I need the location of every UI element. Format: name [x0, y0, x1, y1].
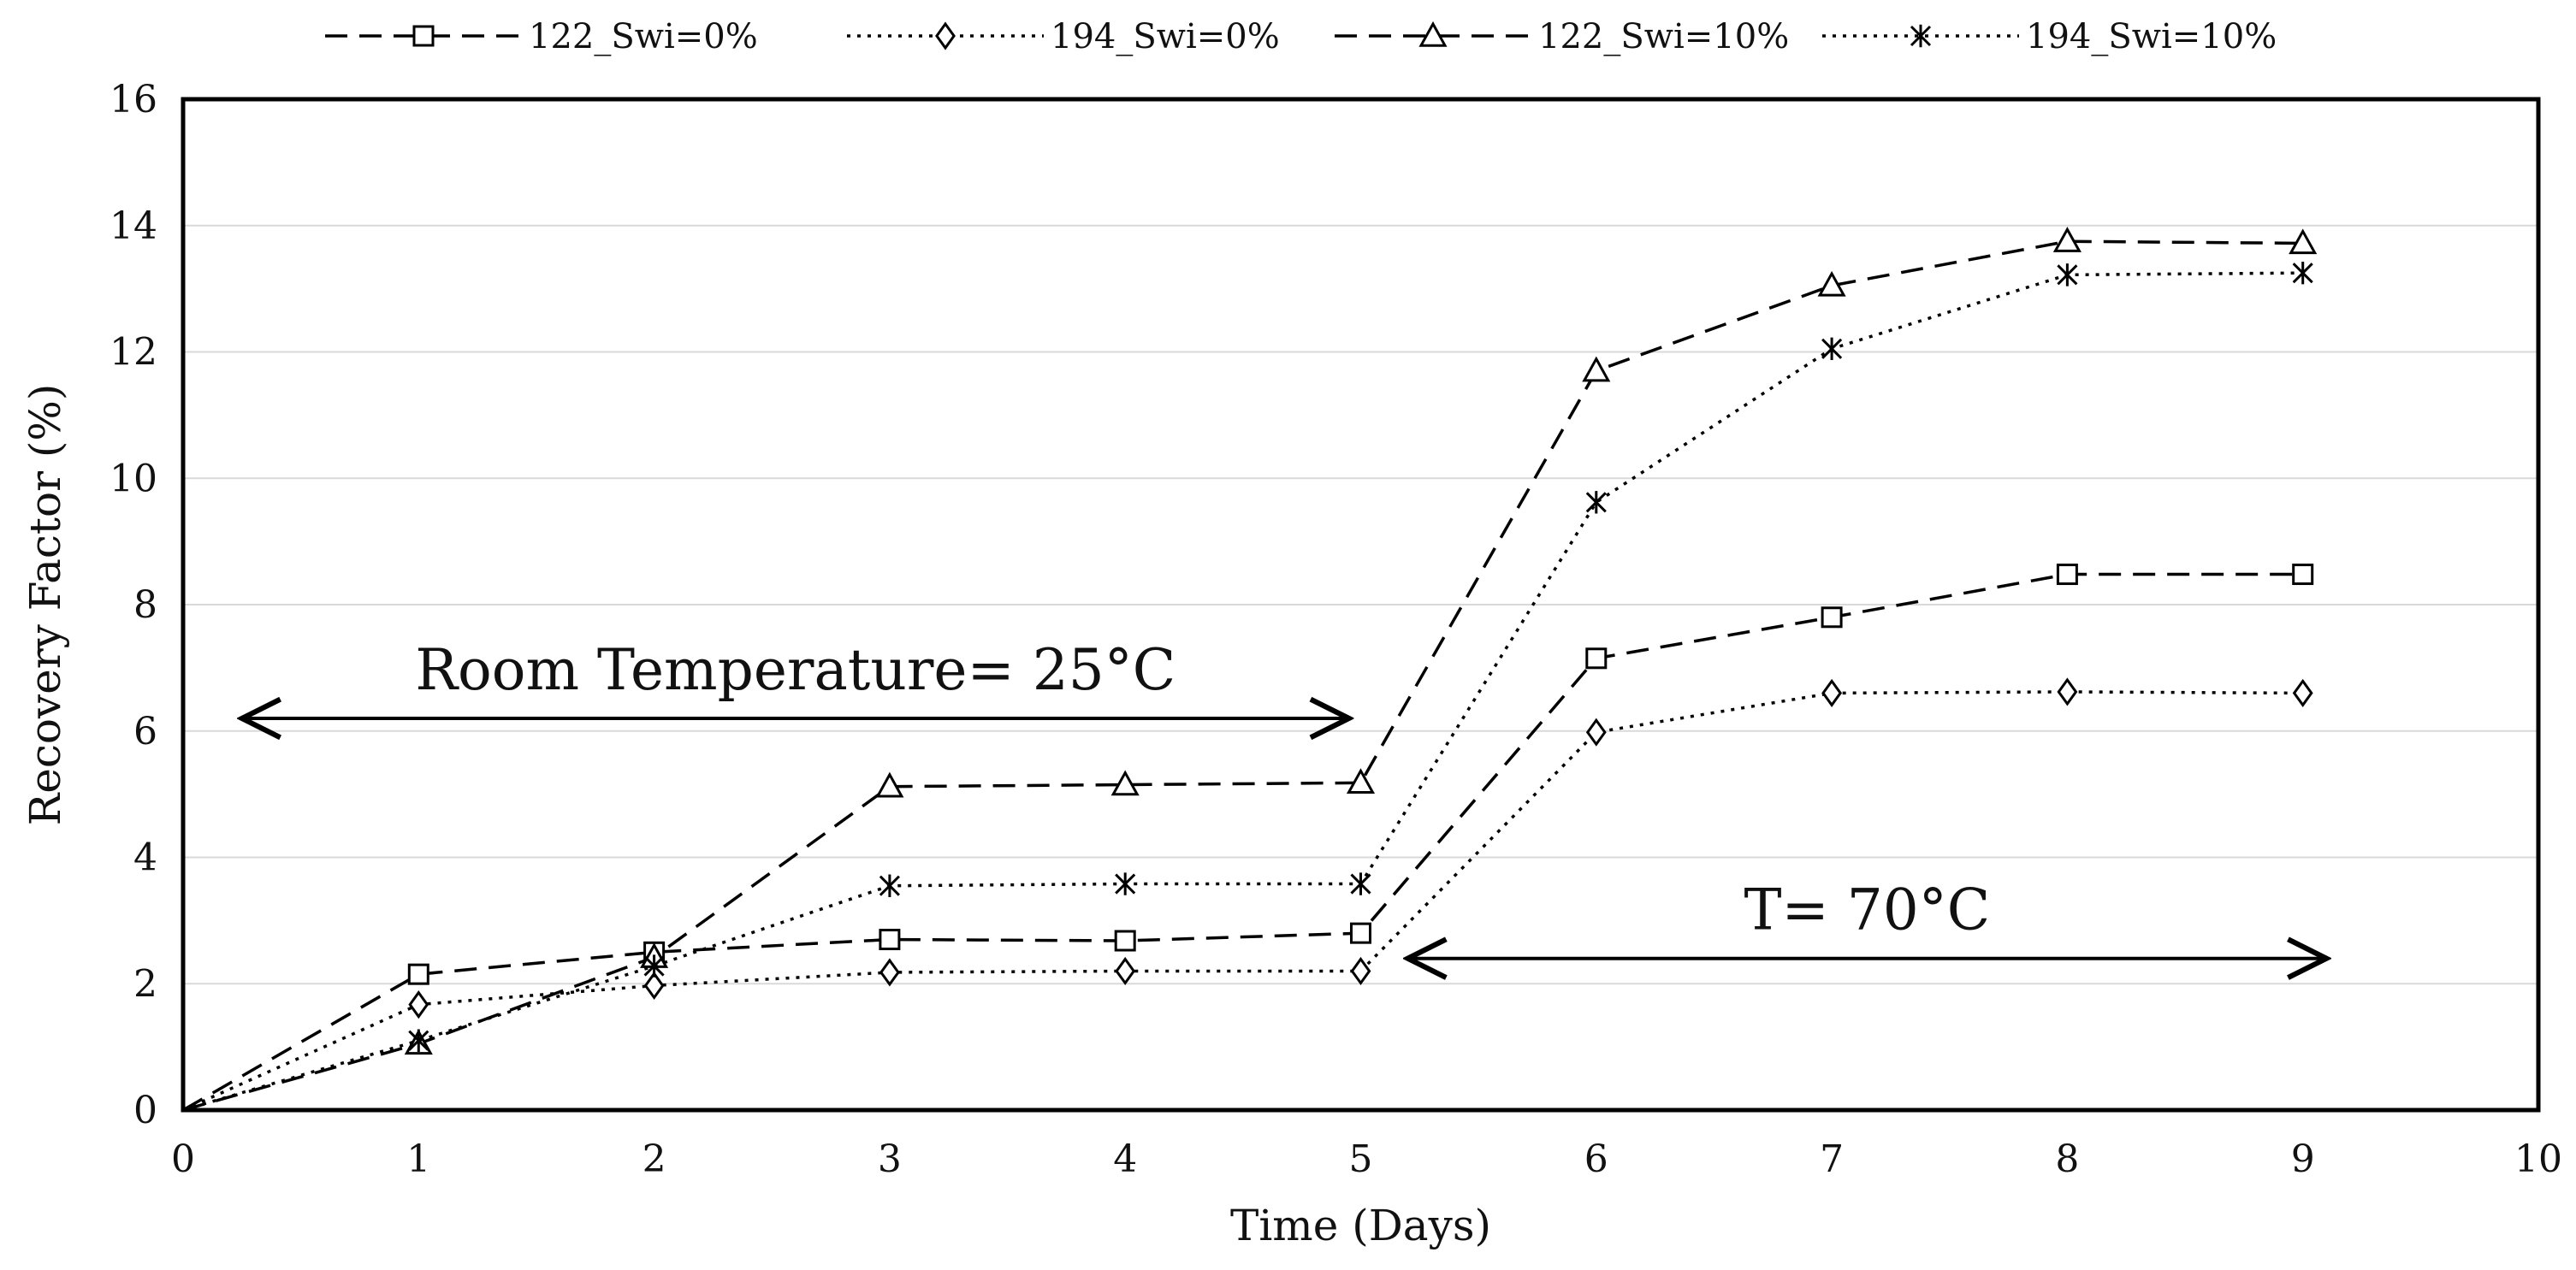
legend-label: 194_Swi=10%	[2026, 17, 2277, 56]
data-point	[2292, 564, 2314, 586]
legend-label: 122_Swi=10%	[1538, 17, 1789, 56]
annotations: Room Temperature= 25°C T= 70°C	[242, 637, 2326, 959]
data-point	[2292, 678, 2313, 707]
x-tick-label: 3	[878, 1137, 902, 1181]
data-point	[1115, 956, 1136, 986]
x-tick-label: 9	[2291, 1137, 2315, 1181]
x-tick-label: 7	[1820, 1137, 1844, 1181]
legend: 122_Swi=0% 194_Swi=0% 122_Swi=10% 194_Swi=1…	[325, 17, 2277, 56]
legend-marker	[412, 25, 435, 47]
data-point	[2057, 263, 2078, 286]
data-point	[1582, 356, 1611, 382]
series-194_Swi=10%	[182, 261, 2313, 1112]
y-tick-label: 6	[133, 710, 157, 753]
y-tick-label: 2	[133, 962, 157, 1006]
data-point	[2052, 227, 2082, 252]
data-point	[1821, 337, 1843, 361]
data-point	[875, 771, 904, 798]
annotation-label: T= 70°C	[1744, 877, 1990, 943]
data-point	[1585, 647, 1608, 670]
y-tick-label: 12	[110, 331, 157, 375]
data-point	[2056, 564, 2078, 586]
data-point	[879, 874, 900, 897]
legend-item-2: 194_Swi=0%	[847, 17, 1280, 56]
data-point	[879, 929, 901, 951]
y-tick-label: 16	[110, 78, 157, 121]
legend-label: 122_Swi=0%	[529, 17, 758, 56]
y-axis-title: Recovery Factor (%)	[21, 384, 70, 826]
annotation-2: T= 70°C	[1408, 877, 2327, 959]
data-point	[1817, 270, 1846, 297]
data-point	[408, 1029, 429, 1052]
data-point	[1110, 770, 1140, 796]
data-point	[407, 963, 429, 985]
x-tick-label: 1	[406, 1137, 430, 1181]
plot-area-frame	[181, 97, 2541, 1113]
series-line-1	[182, 572, 2303, 1112]
y-tick-label: 10	[110, 457, 157, 500]
x-tick-label: 6	[1584, 1137, 1608, 1181]
y-tick-label: 0	[133, 1089, 157, 1132]
x-tick-label: 2	[643, 1137, 666, 1181]
data-point	[1821, 606, 1843, 629]
data-point	[1350, 872, 1371, 895]
data-point	[1346, 768, 1376, 794]
x-tick-label: 5	[1349, 1137, 1373, 1181]
data-point	[2292, 261, 2313, 285]
data-point	[1350, 956, 1371, 986]
legend-item-1: 122_Swi=0%	[325, 17, 758, 56]
data-point	[2289, 228, 2318, 255]
series-line-3	[182, 239, 2303, 1112]
data-point	[643, 954, 665, 978]
legend-label: 194_Swi=0%	[1051, 17, 1280, 56]
series-194_Swi=0%	[182, 677, 2313, 1112]
x-tick-label: 0	[171, 1137, 195, 1181]
x-tick-label: 4	[1113, 1137, 1137, 1181]
data-point	[1114, 930, 1136, 952]
legend-marker	[1418, 21, 1448, 47]
data-point	[643, 971, 665, 1001]
x-tick-label: 8	[2055, 1137, 2079, 1181]
legend-marker	[935, 21, 956, 50]
data-point	[1585, 491, 1607, 514]
x-tick-label: 10	[2514, 1137, 2562, 1181]
data-point	[879, 958, 900, 987]
y-tick-label: 14	[110, 204, 157, 248]
data-point	[1821, 678, 1843, 707]
annotation-1: Room Temperature= 25°C	[242, 637, 1349, 718]
data-point	[1115, 872, 1136, 895]
y-tick-label: 4	[133, 836, 157, 880]
annotation-label: Room Temperature= 25°C	[415, 637, 1175, 703]
legend-item-3: 122_Swi=10%	[1335, 17, 1789, 56]
data-point	[408, 990, 429, 1019]
data-point	[1585, 718, 1607, 747]
series-line-4	[182, 271, 2303, 1112]
data-point	[2057, 677, 2078, 706]
legend-item-4: 194_Swi=10%	[1822, 17, 2277, 56]
data-point	[1350, 922, 1371, 944]
series-lines	[182, 227, 2318, 1112]
legend-marker	[1910, 24, 1932, 48]
gridlines	[183, 224, 2538, 985]
y-tick-label: 8	[133, 583, 157, 627]
x-axis-title: Time (Days)	[1230, 1201, 1491, 1250]
